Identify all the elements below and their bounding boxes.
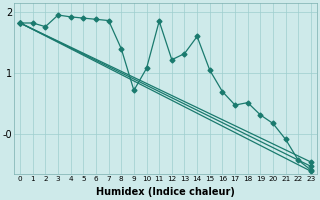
X-axis label: Humidex (Indice chaleur): Humidex (Indice chaleur) <box>96 187 235 197</box>
